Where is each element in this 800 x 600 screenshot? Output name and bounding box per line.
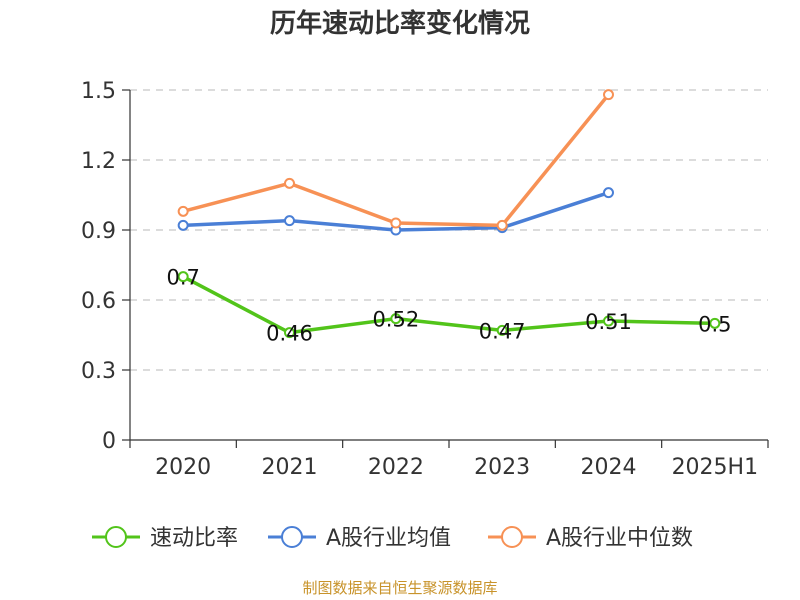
y-tick-label: 0.9: [81, 219, 116, 244]
data-point: [496, 219, 508, 231]
data-labels: 0.7 0.46 0.52 0.47 0.51 0.5: [166, 266, 731, 346]
data-point: [496, 324, 508, 336]
chart-title: 历年速动比率变化情况: [269, 9, 530, 39]
data-label: 0.46: [266, 322, 313, 346]
legend-label: A股行业均值: [326, 526, 451, 551]
data-point: [284, 327, 295, 339]
y-tick-label: 0.6: [81, 289, 116, 314]
y-tick-label: 0.3: [81, 359, 116, 384]
legend-label: 速动比率: [150, 526, 238, 551]
x-tick-label: 2023: [474, 455, 530, 480]
legend-item-1: A股行业均值: [268, 526, 451, 551]
data-label: 0.7: [166, 266, 199, 290]
data-point: [284, 215, 295, 227]
legend: 速动比率 A股行业均值 A股行业中位数: [92, 526, 693, 551]
legend-marker: [281, 526, 303, 548]
data-point: [390, 313, 402, 325]
data-label: 0.52: [372, 308, 419, 332]
data-label: 0.5: [698, 312, 731, 336]
legend-marker: [105, 526, 127, 548]
data-label: 0.47: [479, 319, 526, 343]
data-point: [177, 271, 189, 283]
data-point: [603, 187, 614, 199]
data-point: [390, 217, 402, 229]
data-point: [177, 219, 189, 231]
grid-lines: [130, 89, 768, 371]
y-tick-label: 1.5: [81, 79, 116, 104]
data-point: [177, 205, 189, 217]
y-tick-label: 0: [102, 429, 116, 454]
data-point: [709, 317, 721, 329]
x-tick-label: 2024: [581, 455, 637, 480]
legend-item-0: 速动比率: [92, 526, 238, 551]
y-tick-label: 1.2: [81, 149, 116, 174]
series-line-0: [182, 275, 715, 335]
x-tick-label: 2025H1: [672, 455, 759, 480]
source-note: 制图数据来自恒生聚源数据库: [302, 579, 498, 597]
series-lines: [177, 89, 721, 339]
legend-item-2: A股行业中位数: [488, 526, 693, 551]
legend-label: A股行业中位数: [546, 526, 693, 551]
data-point: [603, 89, 614, 101]
data-point: [603, 315, 614, 327]
data-label: 0.51: [585, 310, 632, 334]
legend-marker: [501, 526, 523, 548]
x-tick-label: 2020: [155, 455, 211, 480]
x-tick-label: 2022: [368, 455, 424, 480]
x-tick-label: 2021: [262, 455, 318, 480]
data-point: [284, 177, 295, 189]
axes: 0 0.3 0.6 0.9 1.2 1.5 2020 2021 2022 2023 2024 2025…: [81, 79, 769, 480]
